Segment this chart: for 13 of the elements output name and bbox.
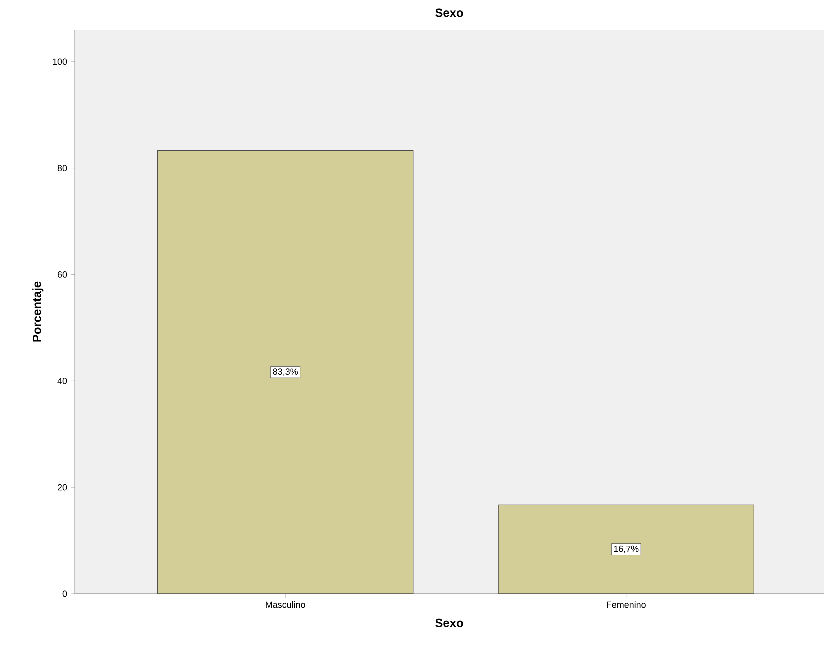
y-tick-label: 20: [58, 484, 68, 491]
y-tick-label: 100: [53, 58, 68, 66]
y-tick-label: 40: [58, 378, 68, 384]
x-tick-label: Masculino: [266, 602, 306, 608]
data-label: 83,3%: [273, 368, 298, 376]
y-tick-label: 80: [58, 165, 68, 172]
y-tick-label: 0: [62, 590, 68, 598]
y-axis-title: Porcentaje: [32, 282, 44, 342]
data-label: 16,7%: [614, 546, 639, 554]
y-tick-label: 60: [58, 272, 68, 278]
x-tick-label: Femenino: [607, 602, 646, 608]
chart-title: Sexo: [436, 8, 464, 18]
x-axis-title: Sexo: [436, 618, 464, 628]
